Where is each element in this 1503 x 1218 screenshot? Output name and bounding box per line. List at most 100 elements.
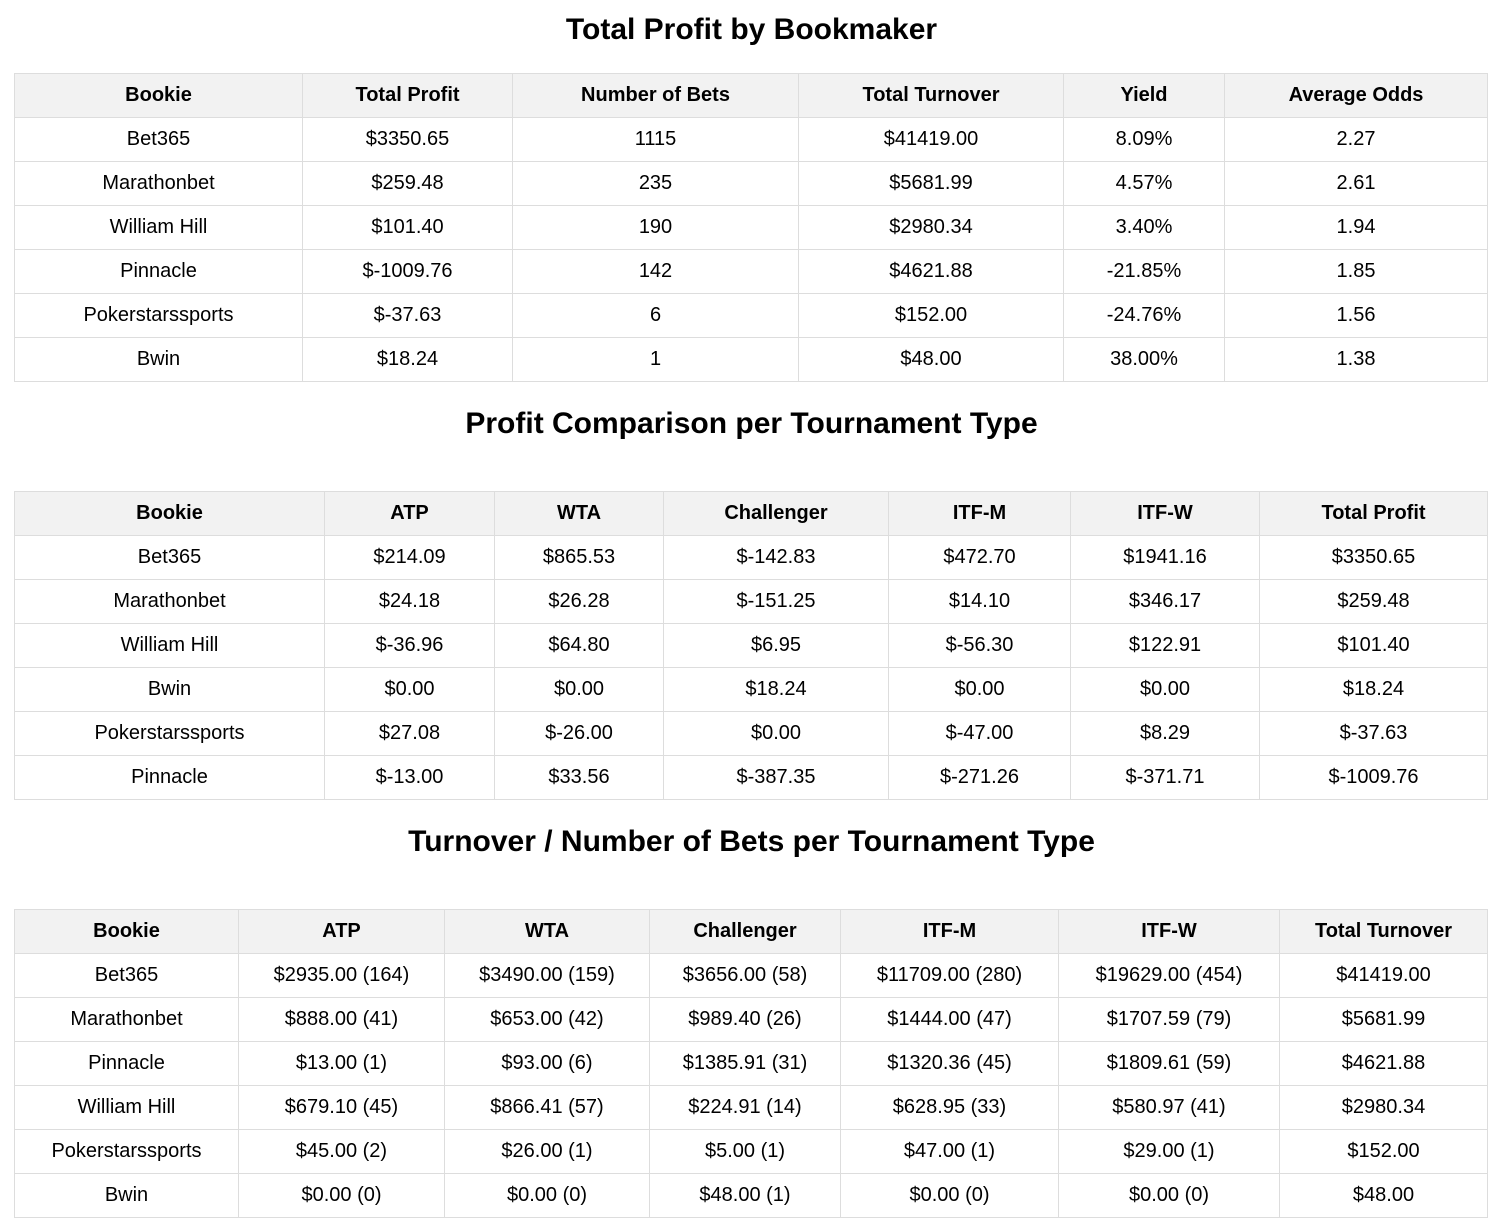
bookie-cell: Pokerstarssports [14, 293, 303, 338]
value-cell: $0.00 [663, 711, 889, 756]
bookie-cell: William Hill [14, 205, 303, 250]
value-cell: $18.24 [1259, 667, 1488, 712]
column-header: Challenger [663, 491, 889, 536]
value-cell: $472.70 [888, 535, 1071, 580]
table-row: Pokerstarssports $45.00 (2) $26.00 (1) $5.0… [14, 1129, 1488, 1174]
value-cell: $-387.35 [663, 755, 889, 800]
value-cell: $2980.34 [798, 205, 1064, 250]
value-cell: $152.00 [1279, 1129, 1488, 1174]
value-cell: 3.40% [1063, 205, 1225, 250]
value-cell: $-37.63 [1259, 711, 1488, 756]
column-header: Challenger [649, 909, 841, 954]
bookie-cell: Pinnacle [14, 249, 303, 294]
value-cell: 4.57% [1063, 161, 1225, 206]
section-title-profit-comparison: Profit Comparison per Tournament Type [465, 407, 1038, 440]
column-header: ATP [238, 909, 445, 954]
column-header: Bookie [14, 491, 325, 536]
bookie-cell: Pokerstarssports [14, 1129, 239, 1174]
value-cell: $-151.25 [663, 579, 889, 624]
value-cell: $888.00 (41) [238, 997, 445, 1042]
value-cell: $866.41 (57) [444, 1085, 650, 1130]
value-cell: $-47.00 [888, 711, 1071, 756]
value-cell: $224.91 (14) [649, 1085, 841, 1130]
value-cell: 235 [512, 161, 799, 206]
section-title-total-profit: Total Profit by Bookmaker [565, 13, 938, 46]
total-profit-table: Bookie Total Profit Number of Bets Total Tu… [14, 73, 1488, 382]
value-cell: $5681.99 [798, 161, 1064, 206]
profit-comparison-table: Bookie ATP WTA Challenger ITF-M ITF-W Total Pr… [14, 491, 1488, 800]
value-cell: $1320.36 (45) [840, 1041, 1059, 1086]
table-row: Bet365 $214.09 $865.53 $-142.83 $472.70 $1941… [14, 535, 1488, 580]
value-cell: $989.40 (26) [649, 997, 841, 1042]
column-header: Bookie [14, 73, 303, 118]
value-cell: $18.24 [663, 667, 889, 712]
value-cell: $48.00 [798, 337, 1064, 382]
value-cell: $-36.96 [324, 623, 495, 668]
bookie-cell: Bwin [14, 337, 303, 382]
table-row: William Hill $679.10 (45) $866.41 (57) $224… [14, 1085, 1488, 1130]
value-cell: $41419.00 [798, 117, 1064, 162]
table-row: William Hill $101.40 190 $2980.34 3.40% 1.94 [14, 205, 1488, 250]
table-row: Bwin $0.00 (0) $0.00 (0) $48.00 (1) $0.00 (0… [14, 1173, 1488, 1218]
value-cell: 1.94 [1224, 205, 1488, 250]
value-cell: $26.00 (1) [444, 1129, 650, 1174]
value-cell: $-1009.76 [1259, 755, 1488, 800]
bookie-cell: William Hill [14, 623, 325, 668]
bookie-cell: Bet365 [14, 953, 239, 998]
column-header: WTA [444, 909, 650, 954]
value-cell: $3490.00 (159) [444, 953, 650, 998]
value-cell: $653.00 (42) [444, 997, 650, 1042]
value-cell: 190 [512, 205, 799, 250]
value-cell: $1385.91 (31) [649, 1041, 841, 1086]
value-cell: $64.80 [494, 623, 664, 668]
header-row: Bookie ATP WTA Challenger ITF-M ITF-W Total Tu… [14, 909, 1488, 954]
bookie-cell: Bet365 [14, 117, 303, 162]
header-row: Bookie ATP WTA Challenger ITF-M ITF-W Total Pr… [14, 491, 1488, 536]
value-cell: $101.40 [302, 205, 513, 250]
value-cell: $2980.34 [1279, 1085, 1488, 1130]
value-cell: $1444.00 (47) [840, 997, 1059, 1042]
column-header: Total Turnover [798, 73, 1064, 118]
turnover-table: Bookie ATP WTA Challenger ITF-M ITF-W Total Tu… [14, 909, 1488, 1218]
value-cell: 2.61 [1224, 161, 1488, 206]
table-row: Pinnacle $-1009.76 142 $4621.88 -21.85% 1.85 [14, 249, 1488, 294]
value-cell: $6.95 [663, 623, 889, 668]
value-cell: $1941.16 [1070, 535, 1260, 580]
value-cell: $-142.83 [663, 535, 889, 580]
value-cell: $0.00 [1070, 667, 1260, 712]
value-cell: $2935.00 (164) [238, 953, 445, 998]
value-cell: $-37.63 [302, 293, 513, 338]
value-cell: 1.38 [1224, 337, 1488, 382]
value-cell: $214.09 [324, 535, 495, 580]
table-row: Marathonbet $259.48 235 $5681.99 4.57% 2.61 [14, 161, 1488, 206]
value-cell: $122.91 [1070, 623, 1260, 668]
value-cell: $1707.59 (79) [1058, 997, 1280, 1042]
column-header: Bookie [14, 909, 239, 954]
value-cell: $14.10 [888, 579, 1071, 624]
value-cell: -24.76% [1063, 293, 1225, 338]
value-cell: $41419.00 [1279, 953, 1488, 998]
value-cell: $24.18 [324, 579, 495, 624]
table-row: Pinnacle $13.00 (1) $93.00 (6) $1385.91 (31… [14, 1041, 1488, 1086]
value-cell: $11709.00 (280) [840, 953, 1059, 998]
value-cell: 1.85 [1224, 249, 1488, 294]
value-cell: $865.53 [494, 535, 664, 580]
value-cell: $48.00 (1) [649, 1173, 841, 1218]
section-title-turnover: Turnover / Number of Bets per Tournament… [408, 825, 1095, 858]
value-cell: $259.48 [1259, 579, 1488, 624]
column-header: Number of Bets [512, 73, 799, 118]
bookie-cell: Bet365 [14, 535, 325, 580]
value-cell: $-1009.76 [302, 249, 513, 294]
bookie-cell: Marathonbet [14, 161, 303, 206]
value-cell: $101.40 [1259, 623, 1488, 668]
column-header: ATP [324, 491, 495, 536]
value-cell: $679.10 (45) [238, 1085, 445, 1130]
column-header: ITF-W [1058, 909, 1280, 954]
value-cell: 6 [512, 293, 799, 338]
value-cell: $580.97 (41) [1058, 1085, 1280, 1130]
value-cell: $-271.26 [888, 755, 1071, 800]
bookie-cell: Pokerstarssports [14, 711, 325, 756]
column-header: Yield [1063, 73, 1225, 118]
value-cell: $259.48 [302, 161, 513, 206]
value-cell: $0.00 (0) [444, 1173, 650, 1218]
